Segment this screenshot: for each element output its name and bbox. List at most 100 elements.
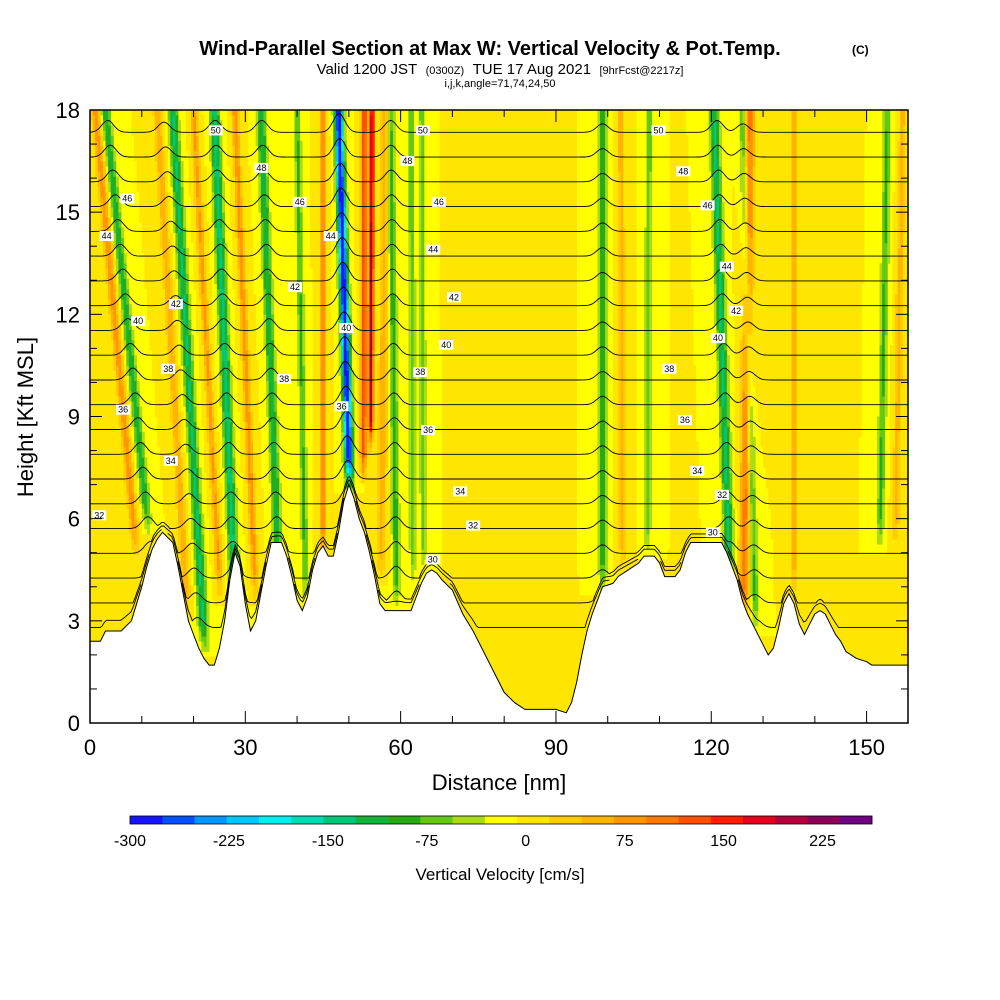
velocity-cell <box>172 401 179 407</box>
velocity-cell <box>374 339 381 346</box>
velocity-cell <box>750 544 754 550</box>
velocity-cell <box>724 329 728 336</box>
velocity-cell <box>229 431 233 438</box>
velocity-cell <box>361 375 365 382</box>
velocity-cell <box>876 447 880 453</box>
velocity-cell <box>348 396 352 402</box>
velocity-cell <box>768 488 792 494</box>
velocity-cell <box>234 518 238 525</box>
velocity-cell <box>209 304 213 310</box>
velocity-cell <box>643 380 647 387</box>
velocity-cell <box>185 503 189 509</box>
velocity-cell <box>183 518 187 525</box>
velocity-cell <box>90 472 125 479</box>
velocity-cell <box>242 472 246 479</box>
velocity-cell <box>172 396 179 402</box>
velocity-cell <box>744 559 748 566</box>
velocity-cell <box>625 324 637 331</box>
velocity-cell <box>599 503 606 509</box>
velocity-cell <box>206 401 210 407</box>
velocity-cell <box>900 334 904 341</box>
velocity-cell <box>719 436 723 443</box>
velocity-cell <box>726 355 730 361</box>
velocity-cell <box>390 467 394 474</box>
velocity-cell <box>643 493 647 499</box>
velocity-cell <box>222 452 226 458</box>
velocity-cell <box>625 396 637 402</box>
velocity-cell <box>620 452 624 458</box>
velocity-cell <box>385 559 391 566</box>
velocity-cell <box>178 375 181 382</box>
velocity-cell <box>385 508 391 514</box>
velocity-cell <box>253 462 262 468</box>
velocity-cell <box>227 385 231 392</box>
velocity-cell <box>178 498 184 504</box>
velocity-cell <box>752 472 756 479</box>
velocity-cell <box>211 467 215 474</box>
velocity-cell <box>211 523 215 530</box>
velocity-cell <box>113 319 117 325</box>
velocity-cell <box>775 625 908 632</box>
velocity-cell <box>791 339 798 346</box>
velocity-cell <box>796 309 862 315</box>
velocity-cell <box>271 528 275 535</box>
velocity-cell <box>900 319 904 325</box>
velocity-cell <box>219 360 223 366</box>
velocity-cell <box>146 503 150 509</box>
velocity-cell <box>410 539 414 545</box>
velocity-cell <box>379 554 383 560</box>
velocity-cell <box>597 329 601 336</box>
velocity-cell <box>900 339 904 346</box>
velocity-cell <box>410 319 414 325</box>
velocity-cell <box>139 426 143 433</box>
velocity-cell <box>268 329 272 336</box>
velocity-cell <box>408 406 412 412</box>
velocity-cell <box>178 426 181 433</box>
velocity-cell <box>253 574 257 581</box>
velocity-cell <box>312 539 321 545</box>
velocity-cell <box>178 385 181 392</box>
velocity-cell <box>369 396 373 402</box>
velocity-cell <box>669 396 697 402</box>
velocity-cell <box>128 488 132 494</box>
velocity-cell <box>183 380 187 387</box>
velocity-cell <box>123 442 130 448</box>
velocity-cell <box>612 508 619 514</box>
velocity-cell <box>442 477 578 484</box>
velocity-cell <box>245 406 249 412</box>
velocity-cell <box>421 539 425 545</box>
velocity-cell <box>222 406 226 412</box>
velocity-cell <box>750 585 754 591</box>
velocity-cell <box>379 513 383 520</box>
velocity-cell <box>421 334 425 341</box>
velocity-cell <box>123 329 127 336</box>
velocity-cell <box>895 329 899 336</box>
velocity-cell <box>750 462 756 468</box>
velocity-cell <box>773 564 792 571</box>
velocity-cell <box>242 508 249 514</box>
velocity-cell <box>90 365 114 371</box>
velocity-cell <box>234 488 238 494</box>
velocity-cell <box>115 375 119 382</box>
velocity-cell <box>366 401 370 407</box>
velocity-cell <box>413 462 417 468</box>
velocity-cell <box>196 472 200 479</box>
velocity-cell <box>879 365 883 371</box>
velocity-cell <box>742 380 748 387</box>
velocity-cell <box>625 319 637 325</box>
velocity-cell <box>258 533 264 540</box>
velocity-cell <box>214 426 218 433</box>
velocity-cell <box>359 467 363 474</box>
velocity-cell <box>118 385 125 392</box>
velocity-cell <box>196 539 202 545</box>
velocity-cell <box>395 360 399 366</box>
velocity-cell <box>126 396 130 402</box>
velocity-cell <box>214 452 218 458</box>
velocity-cell <box>752 528 756 535</box>
velocity-cell <box>203 625 207 632</box>
velocity-cell <box>255 488 264 494</box>
velocity-cell <box>222 309 226 315</box>
velocity-cell <box>442 401 578 407</box>
velocity-cell <box>227 344 231 351</box>
velocity-cell <box>643 477 647 484</box>
